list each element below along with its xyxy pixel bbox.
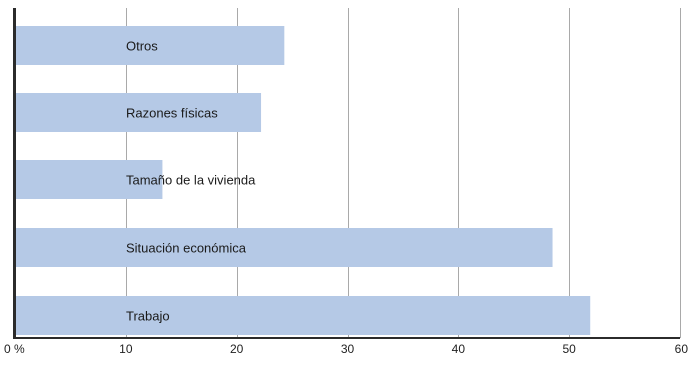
- bar: [15, 296, 591, 335]
- x-tick-label: 20: [230, 342, 244, 356]
- axes: [13, 8, 680, 339]
- bar: [15, 93, 262, 132]
- x-tick-label: 30: [341, 342, 355, 356]
- bar: [15, 160, 163, 199]
- x-tick-label: 40: [452, 342, 466, 356]
- x-tick-label: 50: [562, 342, 576, 356]
- bar: [15, 228, 553, 267]
- x-tick-label: 0 %: [4, 342, 25, 356]
- bar-category-label: Situación económica: [126, 241, 247, 256]
- bar-category-label: Trabajo: [126, 309, 170, 324]
- bar: [15, 26, 285, 65]
- bar-category-label: Otros: [126, 39, 158, 54]
- x-tick-label: 10: [119, 342, 133, 356]
- bar-category-label: Razones físicas: [126, 106, 218, 121]
- bar-category-label: Tamaño de la vivienda: [126, 173, 256, 188]
- bars: Otros Razones físicas Tamaño de la viviend…: [15, 26, 591, 335]
- x-tick-label: 60: [675, 342, 689, 356]
- x-tick-labels: 0 % 10 20 30 40 50 60: [4, 342, 688, 356]
